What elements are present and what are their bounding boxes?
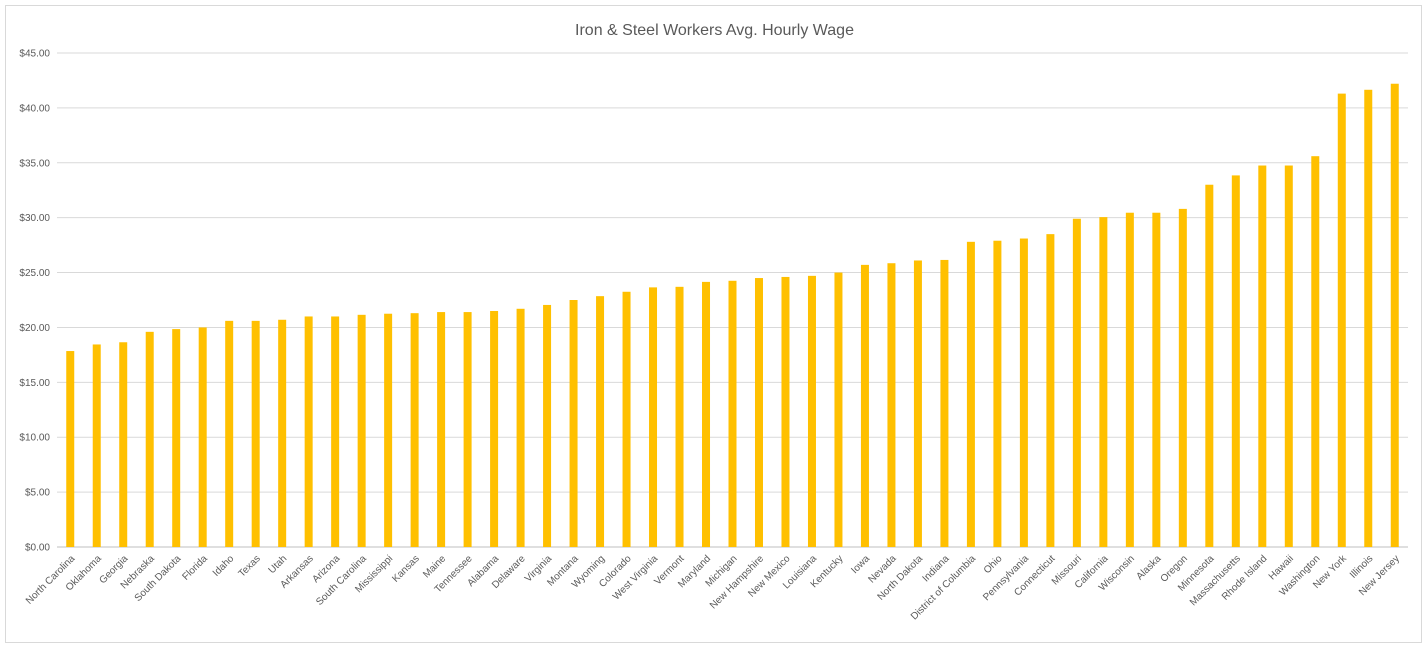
- bar: [543, 304, 552, 547]
- bar: [887, 263, 896, 547]
- bar: [304, 316, 313, 547]
- y-tick-label: $0.00: [25, 543, 50, 554]
- bar: [516, 308, 525, 547]
- bar: [357, 314, 366, 547]
- x-tick-label: Kansas: [390, 553, 421, 584]
- bar: [1125, 212, 1134, 547]
- bar: [781, 276, 790, 547]
- x-tick-label: Iowa: [849, 553, 872, 576]
- bar: [278, 319, 287, 547]
- bar: [1019, 238, 1028, 547]
- bar: [834, 272, 843, 547]
- bar: [913, 260, 922, 547]
- chart-frame: Iron & Steel Workers Avg. Hourly Wage $0…: [5, 5, 1422, 643]
- bar: [940, 259, 949, 547]
- bar: [410, 313, 419, 547]
- bar: [675, 286, 684, 547]
- bar: [331, 316, 340, 547]
- bar: [622, 291, 631, 547]
- bar: [1231, 175, 1240, 547]
- y-tick-label: $45.00: [19, 49, 50, 60]
- bar: [1364, 89, 1373, 547]
- x-tick-label: Florida: [180, 553, 210, 583]
- bar: [860, 264, 869, 547]
- bar: [569, 300, 578, 547]
- y-tick-label: $5.00: [25, 488, 50, 499]
- bar: [490, 310, 499, 547]
- bar: [649, 287, 658, 547]
- y-tick-label: $40.00: [19, 103, 50, 114]
- bar: [966, 241, 975, 547]
- bar: [1046, 234, 1055, 547]
- bar: [1205, 184, 1214, 547]
- bar: [702, 281, 711, 547]
- bar: [437, 312, 446, 547]
- bar: [1099, 217, 1108, 547]
- bar: [1337, 93, 1346, 548]
- bar: [754, 278, 763, 547]
- bar: [1152, 212, 1161, 547]
- bar: [198, 327, 207, 547]
- bar: [66, 351, 75, 547]
- chart-title: Iron & Steel Workers Avg. Hourly Wage: [575, 22, 854, 39]
- bar: [251, 320, 260, 547]
- bar: [596, 296, 605, 547]
- bar: [172, 329, 181, 547]
- bar: [92, 344, 101, 547]
- bar: [1390, 83, 1399, 547]
- bar: [119, 342, 128, 547]
- x-tick-label: Idaho: [211, 553, 237, 579]
- bar: [225, 320, 234, 547]
- x-tick-label: Texas: [237, 553, 263, 579]
- bar: [1258, 165, 1267, 547]
- bar: [1284, 165, 1293, 547]
- y-tick-label: $15.00: [19, 378, 50, 389]
- y-tick-label: $35.00: [19, 158, 50, 169]
- y-tick-label: $30.00: [19, 213, 50, 224]
- x-tick-label: Ohio: [982, 553, 1005, 576]
- bar: [993, 240, 1002, 547]
- bar-chart: $0.00 $5.00 $10.00 $15.00 $20.00 $25.00 $30.00…: [19, 49, 1408, 622]
- bar: [1311, 156, 1320, 548]
- bar: [1072, 218, 1081, 547]
- x-tick-label: Utah: [267, 553, 290, 576]
- bar: [728, 280, 737, 547]
- y-tick-label: $20.00: [19, 323, 50, 334]
- bar: [463, 312, 472, 547]
- bar: [384, 313, 393, 547]
- bar: [807, 275, 816, 547]
- y-tick-label: $10.00: [19, 433, 50, 444]
- bar: [145, 331, 154, 547]
- bar: [1178, 208, 1187, 547]
- y-tick-label: $25.00: [19, 268, 50, 279]
